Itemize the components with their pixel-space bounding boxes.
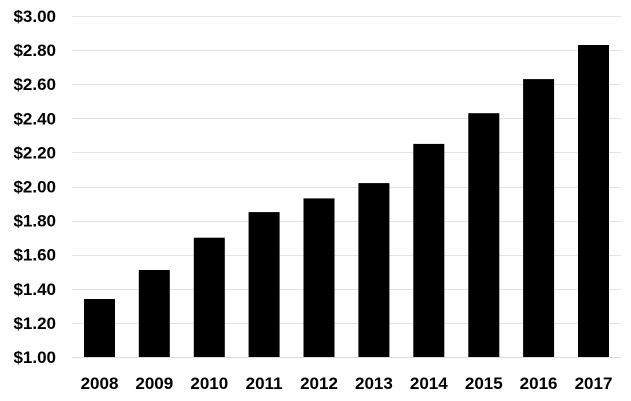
x-tick-label: 2010 <box>190 374 228 393</box>
y-tick-label: $2.00 <box>13 178 56 197</box>
bar-2009 <box>138 270 170 357</box>
y-tick-label: $1.60 <box>13 246 56 265</box>
x-axis-ticks: 2008 2009 2010 2011 2012 2013 2014 2015 2016 2017 <box>81 374 613 393</box>
y-tick-label: $1.80 <box>13 212 56 231</box>
bar-2012 <box>303 198 335 357</box>
x-tick-label: 2008 <box>81 374 119 393</box>
bar-2011 <box>248 212 280 357</box>
y-tick-label: $3.00 <box>13 7 56 26</box>
y-tick-label: $2.60 <box>13 75 56 94</box>
y-tick-label: $2.80 <box>13 41 56 60</box>
y-tick-label: $1.00 <box>13 348 56 367</box>
x-tick-label: 2014 <box>410 374 448 393</box>
bar-2010 <box>193 237 225 357</box>
y-tick-label: $2.20 <box>13 143 56 162</box>
x-tick-label: 2009 <box>135 374 173 393</box>
y-tick-label: $2.40 <box>13 109 56 128</box>
bar-2013 <box>358 183 390 357</box>
x-tick-label: 2011 <box>246 374 283 393</box>
y-axis-ticks: $1.00 $1.20 $1.40 $1.60 $1.80 $2.00 $2.20 $2.40… <box>13 7 56 367</box>
bar-2014 <box>413 143 445 357</box>
y-tick-label: $1.40 <box>13 280 56 299</box>
bar-2008 <box>84 299 115 357</box>
x-tick-label: 2013 <box>355 374 393 393</box>
x-tick-label: 2016 <box>520 374 558 393</box>
bar-2016 <box>523 79 555 357</box>
bar-2017 <box>578 45 609 357</box>
x-tick-label: 2015 <box>465 374 503 393</box>
y-tick-label: $1.20 <box>13 314 56 333</box>
x-tick-label: 2017 <box>575 374 613 393</box>
bars <box>84 45 609 357</box>
x-tick-label: 2012 <box>300 374 338 393</box>
bar-2015 <box>468 113 500 357</box>
